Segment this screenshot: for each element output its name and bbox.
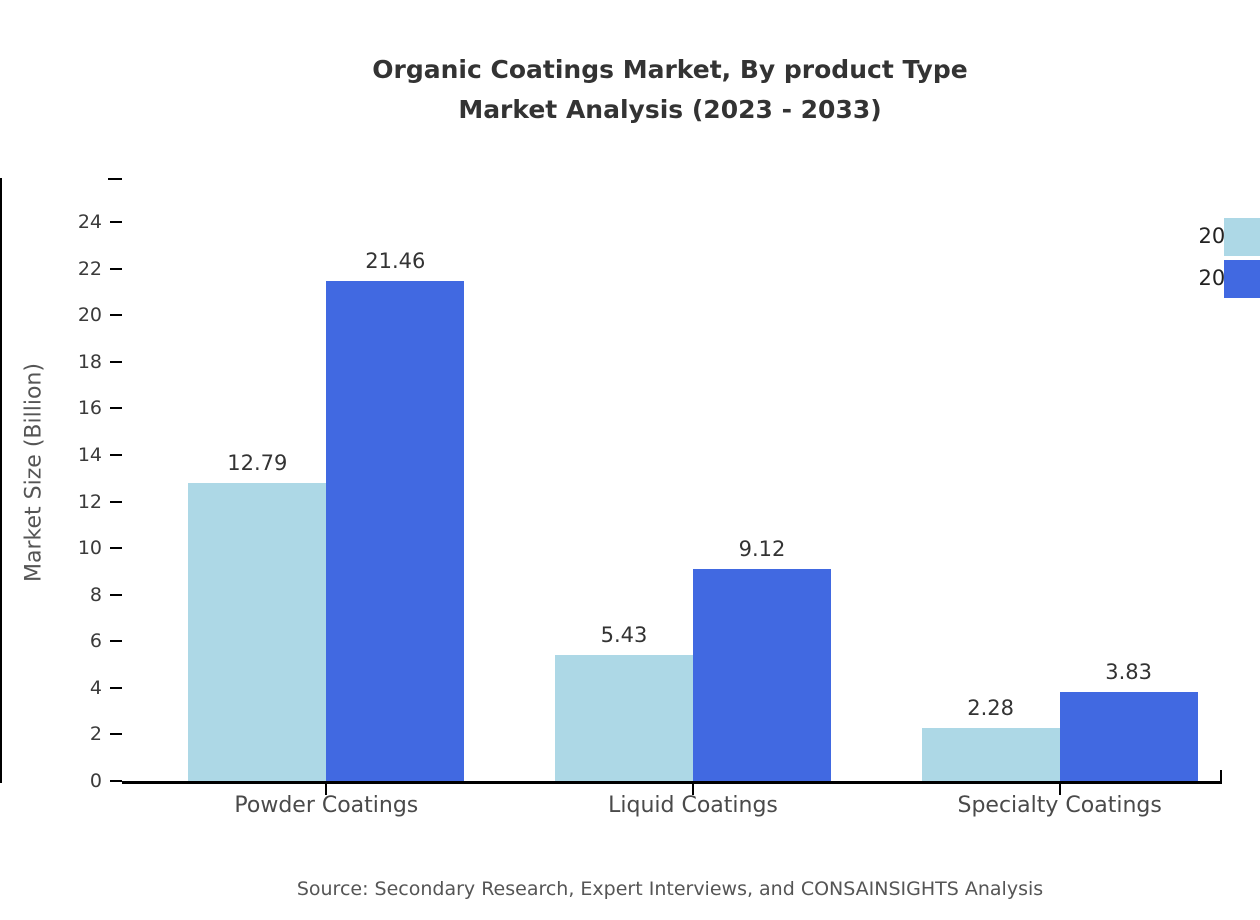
bar-value-label: 2.28 xyxy=(967,695,1015,720)
x-axis-category-label: Specialty Coatings xyxy=(957,793,1162,818)
bar-value-label: 9.12 xyxy=(738,536,786,561)
bar-2023-powder-coatings[interactable] xyxy=(188,483,327,781)
y-axis-tick-label: 8 xyxy=(89,583,102,606)
y-axis-tick-label: 24 xyxy=(77,211,102,234)
y-axis-tick-label: 16 xyxy=(77,397,102,420)
chart-title-line-1: Organic Coatings Market, By product Type xyxy=(372,55,968,84)
y-axis-tick xyxy=(110,547,122,550)
bar-value-label: 21.46 xyxy=(365,249,426,274)
y-axis-tick xyxy=(110,593,122,596)
y-axis-tick xyxy=(110,500,122,503)
legend-swatch-2033 xyxy=(1224,260,1260,298)
x-axis-tick xyxy=(1058,782,1061,795)
legend-item-2033[interactable]: 2033 xyxy=(1100,256,1260,298)
chart-title-line-2: Market Analysis (2023 - 2033) xyxy=(458,95,882,124)
y-axis-tick xyxy=(110,780,122,782)
y-axis-tick-label: 14 xyxy=(77,444,102,467)
x-axis-spine xyxy=(122,781,1222,784)
y-axis-top-cap xyxy=(108,178,122,180)
plot-area: 12.79 21.46 5.43 9.12 2.28 3.83 xyxy=(122,178,1222,781)
x-axis-end-cap xyxy=(1220,770,1222,784)
y-axis-tick-label: 18 xyxy=(77,350,102,373)
source-note: Source: Secondary Research, Expert Inter… xyxy=(296,878,1044,900)
legend-swatch-2023 xyxy=(1224,218,1260,256)
y-axis-tick-label: 0 xyxy=(89,770,102,792)
bar-value-label: 12.79 xyxy=(227,451,288,476)
bar-2023-liquid-coatings[interactable] xyxy=(555,654,693,781)
y-axis-spine xyxy=(0,178,2,783)
y-axis-tick xyxy=(110,221,122,224)
y-axis-tick xyxy=(110,267,122,270)
y-axis-tick-label: 20 xyxy=(77,304,102,327)
bar-2033-liquid-coatings[interactable] xyxy=(693,568,831,781)
legend-item-2023[interactable]: 2023 xyxy=(1100,214,1260,256)
y-axis-tick-label: 4 xyxy=(89,676,102,699)
y-axis-tick xyxy=(110,686,122,689)
legend: 2023 2033 xyxy=(1100,214,1260,298)
y-axis-tick-label: 22 xyxy=(77,257,102,280)
bar-value-label: 5.43 xyxy=(600,622,648,647)
bar-value-label: 3.83 xyxy=(1105,659,1153,684)
bar-2033-specialty-coatings[interactable] xyxy=(1059,691,1198,781)
x-axis-tick xyxy=(325,782,328,795)
x-axis-tick xyxy=(692,782,694,795)
y-axis-tick xyxy=(110,640,122,643)
chart-title: Organic Coatings Market, By product Type… xyxy=(0,50,1260,130)
x-axis-category-label: Powder Coatings xyxy=(234,793,419,818)
y-axis-tick-label: 6 xyxy=(89,630,102,653)
y-axis-tick xyxy=(110,407,122,410)
bar-2033-powder-coatings[interactable] xyxy=(326,281,465,781)
y-axis-tick xyxy=(110,733,122,736)
y-axis-tick-label: 2 xyxy=(89,723,102,746)
y-axis-tick-label: 10 xyxy=(77,537,102,560)
bar-2023-specialty-coatings[interactable] xyxy=(921,727,1060,781)
y-axis-tick-label: 12 xyxy=(77,490,102,513)
y-axis-tick xyxy=(110,360,122,363)
y-axis-tick xyxy=(110,314,122,317)
x-axis-category-label: Liquid Coatings xyxy=(608,793,778,818)
y-axis-tick xyxy=(110,454,122,457)
